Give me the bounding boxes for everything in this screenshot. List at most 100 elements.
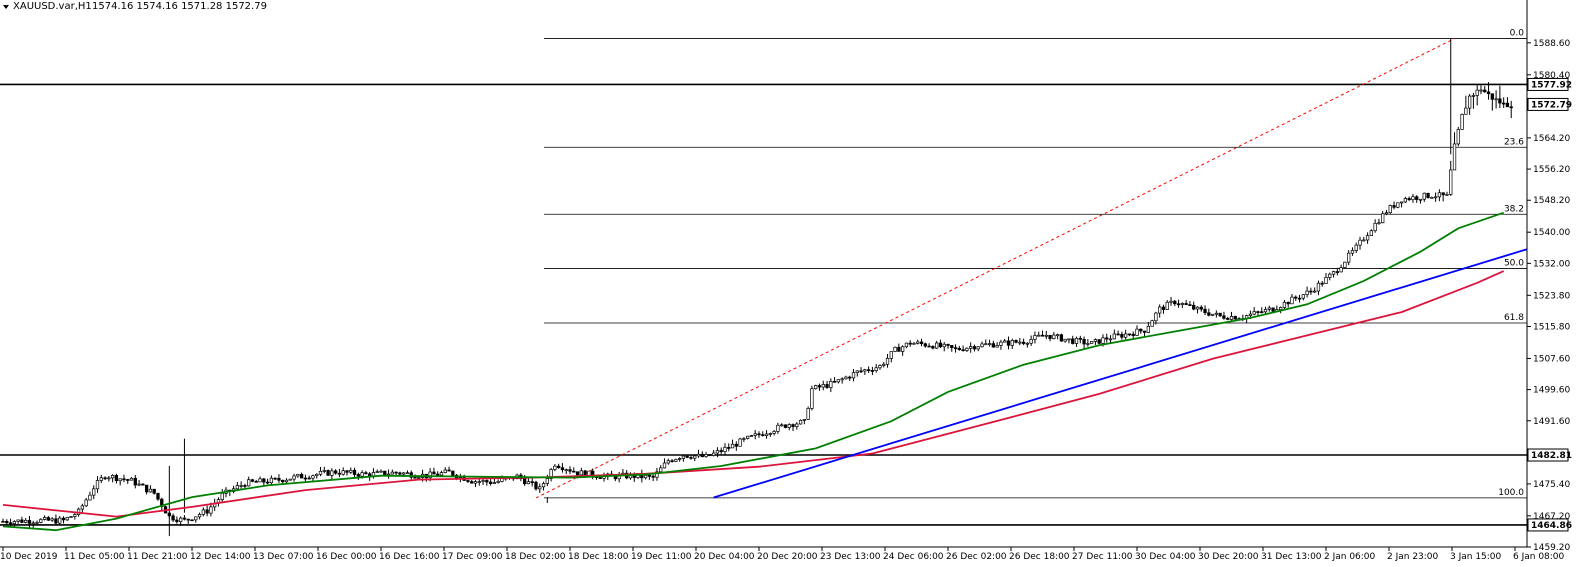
candle-body	[643, 475, 648, 479]
fibonacci-retracement[interactable]: 0.0 23.6 38.2 50.0 61.8 100.0	[544, 29, 1527, 499]
candle-body	[103, 477, 107, 480]
candle-body	[349, 469, 353, 473]
horizontal-lines[interactable]	[0, 83, 1527, 526]
time-tick-label: 13 Dec 07:00	[253, 552, 314, 562]
candle-body	[1479, 89, 1483, 92]
candle-body	[451, 470, 455, 476]
candle-body	[303, 477, 308, 480]
candle-body	[466, 480, 470, 482]
candle-body	[844, 376, 848, 380]
candle-body	[1347, 252, 1351, 263]
candle-body	[1025, 342, 1030, 345]
candle-body	[1498, 98, 1502, 104]
candle-body	[1475, 89, 1479, 96]
candle-body	[1449, 169, 1453, 195]
candle-body	[980, 343, 984, 348]
candle-body	[1282, 301, 1287, 308]
candle-body	[1422, 192, 1426, 200]
candle-body	[1430, 197, 1434, 199]
candle-body	[1120, 333, 1124, 338]
candle-body	[201, 509, 205, 515]
candle-body	[1093, 339, 1098, 342]
candle-body	[1248, 313, 1253, 316]
candle-body	[1426, 192, 1430, 198]
price-tick-label: 1515.80	[1533, 322, 1570, 332]
candle-body	[953, 347, 958, 350]
candle-body	[326, 470, 330, 476]
time-tick-label: 19 Dec 11:00	[631, 552, 692, 562]
candle-body	[753, 433, 757, 436]
candle-body	[1127, 333, 1132, 336]
time-tick-label: 11 Dec 21:00	[127, 552, 188, 562]
candle-body	[670, 460, 674, 463]
candle-body	[281, 479, 285, 483]
candle-body	[1399, 201, 1404, 204]
candle-body	[863, 369, 867, 372]
candle-body	[708, 454, 712, 456]
candle-body	[764, 433, 769, 436]
candle-body	[205, 509, 209, 514]
candle-body	[1078, 337, 1082, 340]
candle-body	[383, 470, 387, 476]
fib-level-label: 100.0	[1498, 488, 1524, 498]
time-axis[interactable]: 10 Dec 2019 11 Dec 05:00 11 Dec 21:00 12 De…	[0, 546, 1565, 562]
fib-level-label: 38.2	[1504, 204, 1524, 214]
price-labels: 1577.92 1572.79 1482.81 1464.86	[1527, 77, 1572, 532]
price-tick-label: 1564.20	[1533, 134, 1570, 144]
candle-body	[957, 347, 961, 351]
time-tick-label: 2 Jan 06:00	[1324, 552, 1376, 562]
candle-body	[723, 447, 727, 453]
candle-body	[677, 458, 682, 460]
candle-body	[935, 342, 939, 349]
blue-trend-line[interactable]	[713, 248, 1528, 499]
candle-body	[1373, 222, 1377, 232]
candle-body	[772, 431, 776, 434]
candle-body	[114, 475, 119, 482]
candle-body	[1059, 334, 1064, 342]
candle-body	[42, 517, 47, 520]
candle-body	[1377, 222, 1381, 225]
price-label-box	[1527, 77, 1569, 91]
candle-body	[598, 477, 602, 479]
candle-body	[840, 378, 844, 381]
candle-body	[681, 455, 686, 459]
candle-body	[900, 346, 905, 352]
blue-trendline[interactable]	[713, 248, 1528, 499]
candle-body	[738, 438, 742, 447]
candle-body	[749, 435, 754, 437]
candle-body	[337, 472, 342, 475]
candle-body	[1252, 311, 1256, 315]
candle-body	[16, 519, 20, 522]
candle-body	[1350, 250, 1355, 254]
candle-body	[190, 519, 194, 522]
candle-body	[946, 343, 950, 346]
candle-body	[492, 482, 497, 484]
candle-body	[549, 469, 553, 479]
candle-body	[916, 341, 920, 344]
candle-body	[1233, 316, 1237, 320]
candle-body	[579, 470, 583, 476]
time-tick-label: 20 Dec 04:00	[694, 552, 755, 562]
candle-body	[1014, 340, 1018, 343]
candle-body	[534, 481, 538, 490]
fib-level-label: 50.0	[1504, 258, 1524, 268]
candle-body	[545, 478, 549, 484]
moving-averages	[2, 211, 1505, 532]
candle-body	[757, 433, 761, 436]
symbol-label: XAUUSD.var,H1	[13, 1, 92, 12]
dropdown-triangle-icon[interactable]	[3, 5, 9, 9]
candle-body	[352, 469, 357, 475]
price-tick-label: 1475.40	[1533, 480, 1570, 490]
candle-body	[526, 481, 531, 485]
candle-body	[477, 481, 481, 483]
candle-body	[560, 467, 565, 471]
candle-body	[194, 516, 198, 521]
price-tick-label: 1499.60	[1533, 386, 1570, 396]
candle-body	[742, 438, 746, 440]
candle-body	[179, 517, 183, 522]
candle-body	[1086, 343, 1090, 345]
price-axis[interactable]: 1588.60 1580.40 1564.20 1556.20 1548.20 1540.…	[1526, 0, 1570, 553]
candle-body	[908, 342, 912, 345]
candle-body	[277, 477, 281, 481]
